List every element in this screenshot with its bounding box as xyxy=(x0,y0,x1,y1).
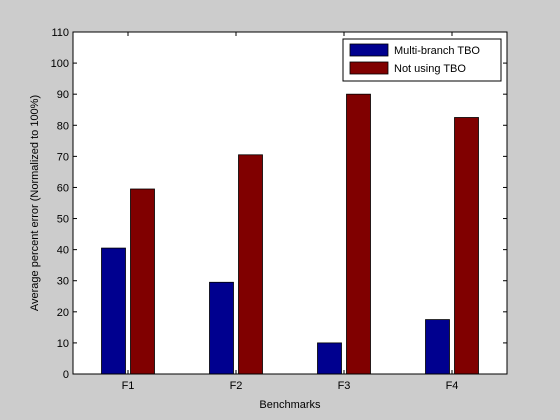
bar-f2-series-1 xyxy=(209,281,234,375)
bar-f1-series-2 xyxy=(130,188,155,375)
x-axis-label: Benchmarks xyxy=(259,399,321,411)
legend-label-series-2: Not using TBO xyxy=(394,63,466,75)
y-tick-label: 20 xyxy=(57,307,69,319)
y-tick-label: 0 xyxy=(63,369,69,381)
bar-f3-series-2 xyxy=(346,93,371,375)
x-tick-label: F2 xyxy=(230,380,243,392)
axes-group xyxy=(72,31,508,375)
y-tick-label: 40 xyxy=(57,245,69,257)
axes-box xyxy=(72,31,508,375)
y-tick-label: 80 xyxy=(57,120,69,132)
x-tick-label: F4 xyxy=(446,380,459,392)
legend-swatch-series-2 xyxy=(349,61,389,75)
x-ticks-group: F1 F2 F3 F4 xyxy=(122,32,459,392)
y-tick-label: 50 xyxy=(57,214,69,226)
legend: Multi-branch TBO Not using TBO xyxy=(342,38,502,82)
x-tick-label: F3 xyxy=(338,380,351,392)
legend-swatch-series-1 xyxy=(349,43,389,57)
y-tick-label: 60 xyxy=(57,182,69,194)
y-tick-label: 30 xyxy=(57,276,69,288)
y-ticks-group: 0 10 20 30 40 50 60 70 80 90 100 110 xyxy=(51,27,507,381)
legend-label-series-1: Multi-branch TBO xyxy=(394,45,480,57)
bar-f4-series-1 xyxy=(425,319,450,375)
bar-f2-series-2 xyxy=(238,154,263,375)
y-tick-label: 90 xyxy=(57,89,69,101)
y-tick-label: 110 xyxy=(51,27,69,39)
y-tick-label: 100 xyxy=(51,58,69,70)
y-tick-label: 10 xyxy=(57,338,69,350)
y-axis-label: Average percent error (Normalized to 100… xyxy=(29,95,41,311)
x-tick-label: F1 xyxy=(122,380,135,392)
bar-f1-series-1 xyxy=(101,247,126,375)
bar-f3-series-1 xyxy=(317,342,342,375)
bars-group xyxy=(101,93,479,375)
y-tick-label: 70 xyxy=(57,151,69,163)
bar-f4-series-2 xyxy=(454,117,479,375)
